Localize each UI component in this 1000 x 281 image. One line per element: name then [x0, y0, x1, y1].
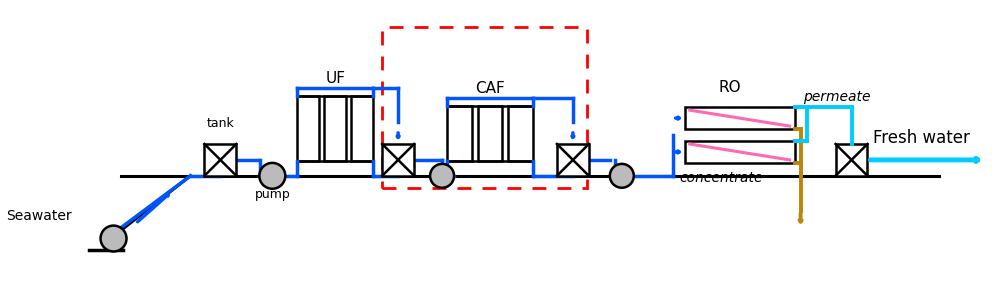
Text: RO: RO — [718, 80, 741, 95]
Bar — [447, 106, 472, 161]
Bar — [204, 144, 236, 176]
Text: tank: tank — [207, 117, 234, 130]
Bar — [351, 96, 373, 161]
Text: concentrate: concentrate — [680, 171, 763, 185]
Bar — [324, 96, 346, 161]
Bar — [382, 27, 587, 188]
Circle shape — [259, 163, 285, 189]
Text: permeate: permeate — [803, 90, 870, 104]
Bar — [836, 144, 867, 176]
Circle shape — [101, 226, 127, 251]
Circle shape — [610, 164, 634, 188]
Text: UF: UF — [325, 71, 345, 86]
Bar — [685, 141, 795, 163]
Text: Fresh water: Fresh water — [873, 129, 970, 147]
Circle shape — [430, 164, 454, 188]
Bar — [685, 107, 795, 129]
Bar — [297, 96, 319, 161]
Bar — [508, 106, 533, 161]
Bar — [557, 144, 589, 176]
Text: pump: pump — [254, 188, 290, 201]
Bar — [382, 144, 414, 176]
Bar — [478, 106, 502, 161]
Text: Seawater: Seawater — [6, 209, 71, 223]
Text: CAF: CAF — [475, 81, 505, 96]
